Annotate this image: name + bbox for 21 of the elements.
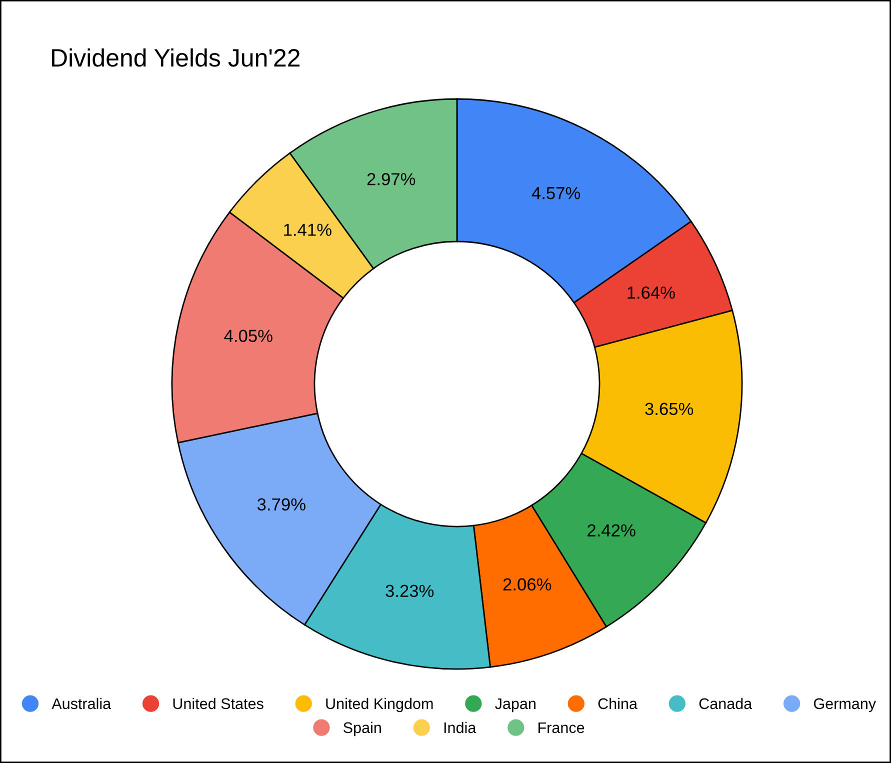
data-label: 1.64% [628,286,675,299]
data-label: 2.42% [588,524,636,536]
legend-label: China [598,698,638,710]
data-label: 1.41% [284,224,332,236]
legend-label: Germany [814,698,876,712]
data-label: 3.65% [645,402,694,416]
data-label: 4.57% [532,187,580,200]
data-label: 4.05% [224,330,272,342]
legend-label: United Kingdom [326,698,433,712]
data-label: 3.23% [386,584,434,598]
data-label: 2.06% [503,578,552,591]
legend-label: Australia [52,698,112,710]
chart-title: Dividend Yields Jun'22 [52,48,300,67]
data-label: 2.97% [367,173,416,186]
legend-label: Spain [344,722,381,736]
data-label: 3.79% [257,498,306,511]
legend-label: France [538,722,584,734]
legend-label: Canada [699,698,752,710]
legend-label: Japan [495,698,536,712]
legend-label: United States [173,698,264,710]
legend-label: India [444,722,476,734]
